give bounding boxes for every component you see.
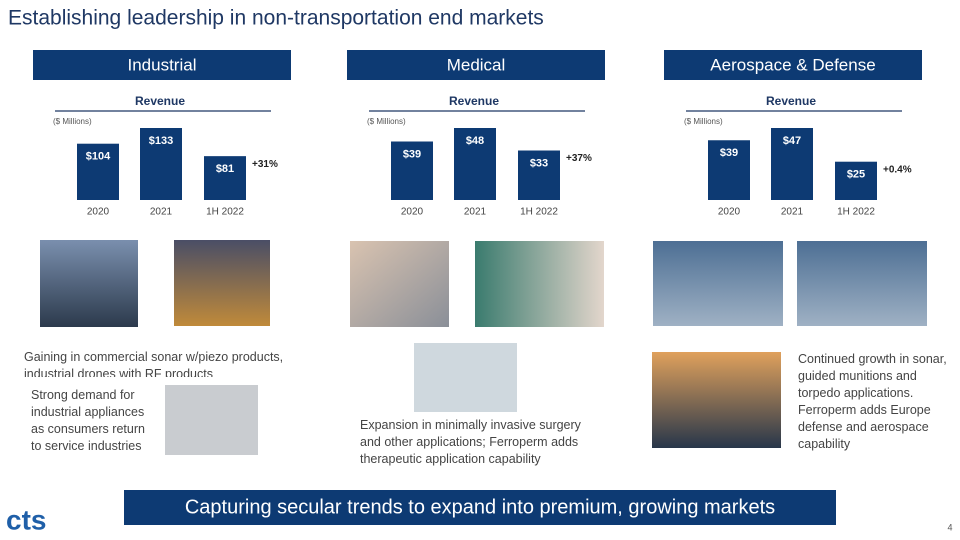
bar bbox=[518, 150, 560, 200]
photo bbox=[797, 241, 927, 326]
bar bbox=[77, 143, 119, 200]
x-tick-label: 1H 2022 bbox=[206, 207, 244, 218]
note: Expansion in minimally invasive surgery … bbox=[360, 418, 581, 466]
segment-header: Medical bbox=[447, 55, 506, 74]
chart-subtitle: ($ Millions) bbox=[367, 117, 406, 126]
value-label: $39 bbox=[403, 148, 421, 160]
chart-subtitle: ($ Millions) bbox=[684, 117, 723, 126]
x-tick-label: 1H 2022 bbox=[520, 207, 558, 218]
note: Gaining in commercial sonar w/piezo prod… bbox=[24, 350, 284, 377]
bar bbox=[771, 128, 813, 200]
photo bbox=[414, 343, 517, 412]
note: Strong demand for industrial appliances … bbox=[31, 387, 156, 455]
x-tick-label: 2020 bbox=[401, 207, 424, 218]
photo bbox=[653, 241, 783, 326]
bar bbox=[454, 128, 496, 200]
chart-subtitle: ($ Millions) bbox=[53, 117, 92, 126]
annotation: +37% bbox=[566, 153, 592, 164]
bar bbox=[391, 141, 433, 200]
logo: cts bbox=[6, 504, 46, 535]
chart-title: Revenue bbox=[449, 94, 499, 108]
value-label: $47 bbox=[783, 135, 801, 147]
value-label: $48 bbox=[466, 135, 484, 147]
value-label: $81 bbox=[216, 163, 234, 175]
page-number: 4 bbox=[947, 522, 952, 532]
chart-title: Revenue bbox=[766, 94, 816, 108]
chart-title: Revenue bbox=[135, 94, 185, 108]
photo bbox=[40, 240, 138, 327]
value-label: $33 bbox=[530, 157, 548, 169]
note: Continued growth in sonar, guided muniti… bbox=[798, 352, 947, 451]
banner-box bbox=[124, 490, 836, 525]
segment-header: Aerospace & Defense bbox=[710, 55, 875, 74]
banner: Capturing secular trends to expand into … bbox=[185, 496, 775, 518]
x-tick-label: 2021 bbox=[464, 207, 487, 218]
photo bbox=[350, 241, 449, 327]
bar bbox=[140, 128, 182, 200]
x-tick-label: 1H 2022 bbox=[837, 207, 875, 218]
photo bbox=[165, 385, 258, 455]
photo bbox=[174, 240, 270, 326]
segment-header-box bbox=[347, 50, 605, 80]
segment-header-box bbox=[664, 50, 922, 80]
value-label: $133 bbox=[149, 135, 173, 147]
value-label: $25 bbox=[847, 169, 865, 181]
slide-title: Establishing leadership in non-transport… bbox=[8, 7, 544, 30]
x-tick-label: 2021 bbox=[781, 207, 804, 218]
annotation: +0.4% bbox=[883, 164, 912, 175]
bar bbox=[708, 140, 750, 200]
annotation: +31% bbox=[252, 159, 278, 170]
bar bbox=[204, 156, 246, 200]
photo bbox=[652, 352, 781, 448]
x-tick-label: 2021 bbox=[150, 207, 173, 218]
photo bbox=[475, 241, 604, 327]
segment-header: Industrial bbox=[128, 55, 197, 74]
x-tick-label: 2020 bbox=[87, 207, 110, 218]
x-tick-label: 2020 bbox=[718, 207, 741, 218]
bar bbox=[835, 161, 877, 200]
segment-header-box bbox=[33, 50, 291, 80]
value-label: $39 bbox=[720, 147, 738, 159]
value-label: $104 bbox=[86, 151, 111, 163]
